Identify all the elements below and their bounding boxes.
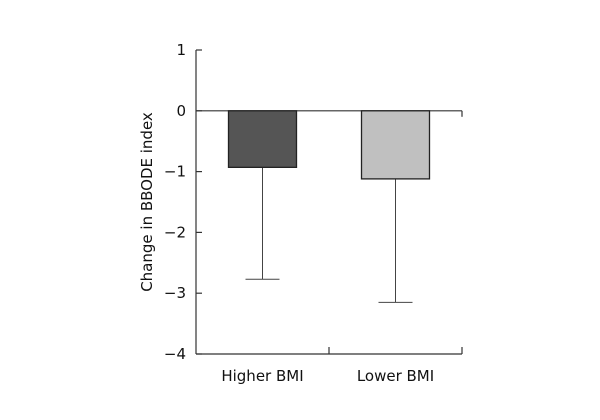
y-tick-label: −3 bbox=[164, 284, 186, 302]
y-tick-labels: 1 0 −1 −2 −3 −4 bbox=[164, 41, 186, 363]
bar bbox=[227, 110, 298, 168]
error-bars bbox=[245, 167, 413, 303]
y-tick-label: −4 bbox=[164, 345, 186, 363]
category-labels: Higher BMI Lower BMI bbox=[221, 367, 434, 385]
bars bbox=[227, 110, 431, 180]
x-category-label: Lower BMI bbox=[357, 367, 434, 385]
y-tick-label: 0 bbox=[176, 102, 186, 120]
y-tick-label: −2 bbox=[164, 223, 186, 241]
x-category-label: Higher BMI bbox=[221, 367, 303, 385]
axes bbox=[195, 49, 463, 355]
y-axis-title: Change in BBODE index bbox=[138, 112, 156, 292]
y-tick-label: 1 bbox=[176, 41, 186, 59]
y-tick-label: −1 bbox=[164, 163, 186, 181]
bar bbox=[360, 110, 431, 180]
